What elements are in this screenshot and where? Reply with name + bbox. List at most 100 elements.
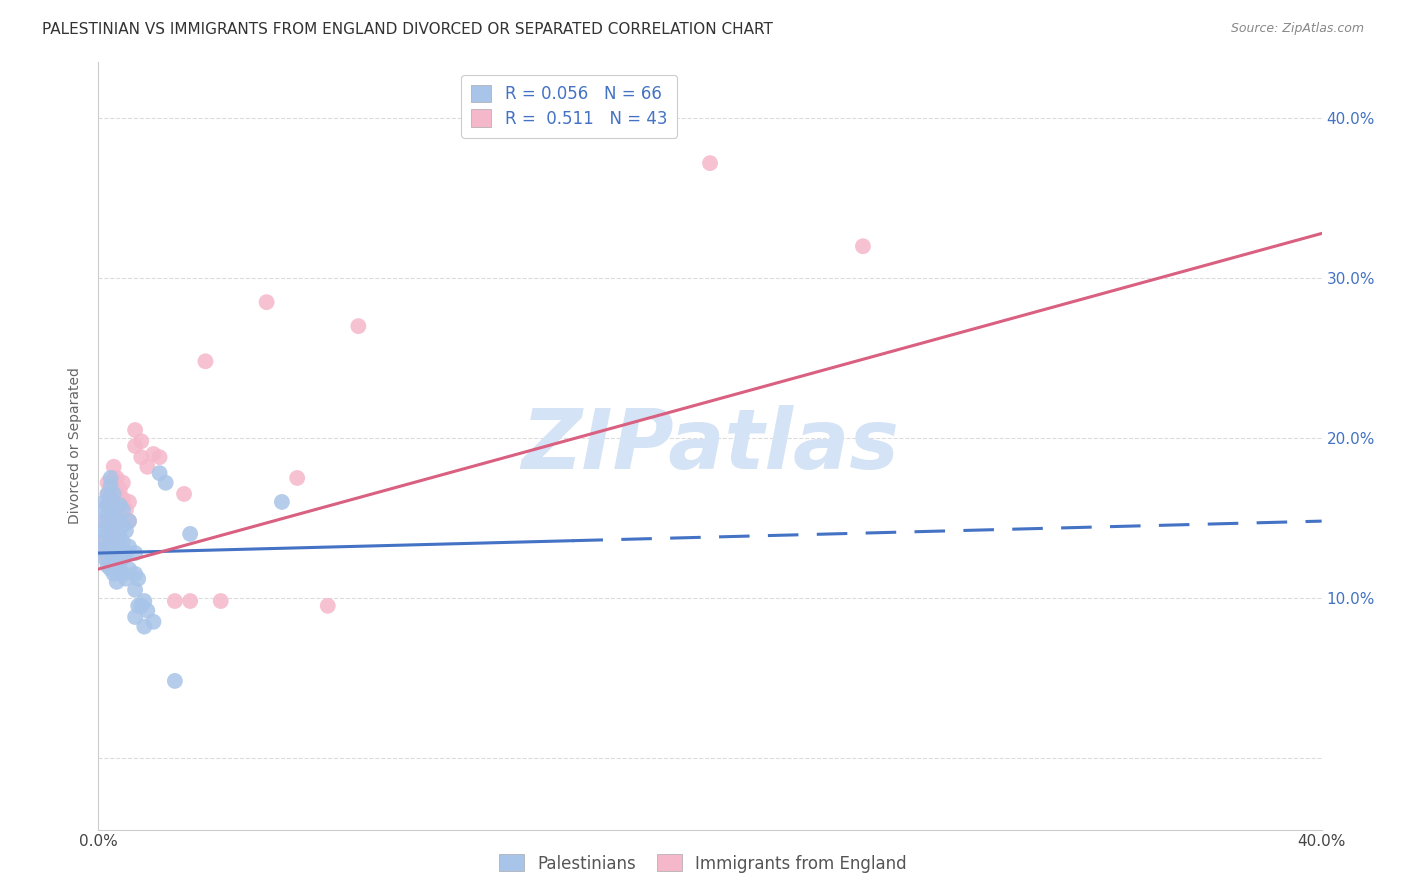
Point (93, 514, 115, 528)
Point (108, 514, 131, 528)
Point (108, 562, 131, 576)
Point (100, 546, 122, 560)
Point (100, 479, 122, 493)
Point (90, 546, 112, 560)
Text: PALESTINIAN VS IMMIGRANTS FROM ENGLAND DIVORCED OR SEPARATED CORRELATION CHART: PALESTINIAN VS IMMIGRANTS FROM ENGLAND D… (42, 22, 773, 37)
Point (97, 540, 120, 554)
Point (194, 354, 217, 368)
Point (103, 498, 125, 512)
Point (103, 540, 125, 554)
Point (111, 491, 134, 506)
Point (93, 534, 115, 549)
Point (97, 498, 120, 512)
Point (105, 527, 128, 541)
Point (124, 546, 146, 560)
Point (97, 498, 120, 512)
Point (179, 527, 201, 541)
Point (93, 514, 115, 528)
Point (103, 550, 125, 565)
Point (100, 487, 122, 501)
Point (105, 514, 128, 528)
Point (118, 514, 141, 528)
Point (118, 514, 141, 528)
Point (316, 599, 339, 613)
Point (93, 524, 115, 538)
Text: ZIPatlas: ZIPatlas (522, 406, 898, 486)
Point (134, 619, 156, 633)
Legend: R = 0.056   N = 66, R =  0.511   N = 43: R = 0.056 N = 66, R = 0.511 N = 43 (461, 75, 678, 137)
Point (108, 482, 131, 496)
Point (100, 514, 122, 528)
Point (124, 423, 146, 437)
Point (103, 530, 125, 544)
Point (108, 546, 131, 560)
Point (124, 439, 146, 453)
Point (115, 503, 138, 517)
Point (97, 487, 120, 501)
Point (97, 508, 120, 522)
Point (136, 459, 159, 474)
Point (103, 487, 125, 501)
Point (142, 447, 165, 461)
Point (118, 562, 141, 576)
Point (111, 475, 134, 490)
Point (124, 610, 146, 624)
Point (103, 498, 125, 512)
Point (100, 471, 122, 485)
Point (149, 450, 172, 465)
Point (129, 599, 152, 613)
Point (93, 550, 115, 565)
Point (155, 475, 177, 490)
Point (90, 530, 112, 544)
Point (103, 471, 125, 485)
Point (179, 594, 201, 608)
Point (347, 319, 370, 334)
Point (100, 503, 122, 517)
Point (111, 550, 134, 565)
Point (127, 572, 149, 586)
Point (105, 542, 128, 557)
Point (118, 495, 141, 509)
Point (111, 566, 134, 581)
Point (134, 594, 156, 608)
Point (124, 582, 146, 597)
Point (105, 556, 128, 570)
Point (108, 498, 131, 512)
Point (93, 503, 115, 517)
Point (115, 546, 138, 560)
Point (90, 542, 112, 557)
Point (173, 487, 195, 501)
Y-axis label: Divorced or Separated: Divorced or Separated (69, 368, 83, 524)
Text: Source: ZipAtlas.com: Source: ZipAtlas.com (1230, 22, 1364, 36)
Point (129, 434, 152, 449)
Legend: Palestinians, Immigrants from England: Palestinians, Immigrants from England (494, 847, 912, 880)
Point (127, 599, 149, 613)
Point (118, 540, 141, 554)
Point (108, 514, 131, 528)
Point (105, 574, 128, 589)
Point (149, 466, 172, 480)
Point (111, 503, 134, 517)
Point (105, 501, 128, 516)
Point (108, 530, 131, 544)
Point (97, 475, 120, 490)
Point (136, 604, 159, 618)
Point (108, 498, 131, 512)
Point (97, 487, 120, 501)
Point (100, 524, 122, 538)
Point (105, 503, 128, 517)
Point (105, 471, 128, 485)
Point (163, 673, 186, 688)
Point (115, 524, 138, 538)
Point (209, 594, 232, 608)
Point (100, 530, 122, 544)
Point (100, 491, 122, 506)
Point (97, 558, 120, 573)
Point (103, 459, 125, 474)
Point (270, 495, 292, 509)
Point (93, 495, 115, 509)
Point (129, 450, 152, 465)
Point (103, 514, 125, 528)
Point (103, 524, 125, 538)
Point (142, 615, 165, 629)
